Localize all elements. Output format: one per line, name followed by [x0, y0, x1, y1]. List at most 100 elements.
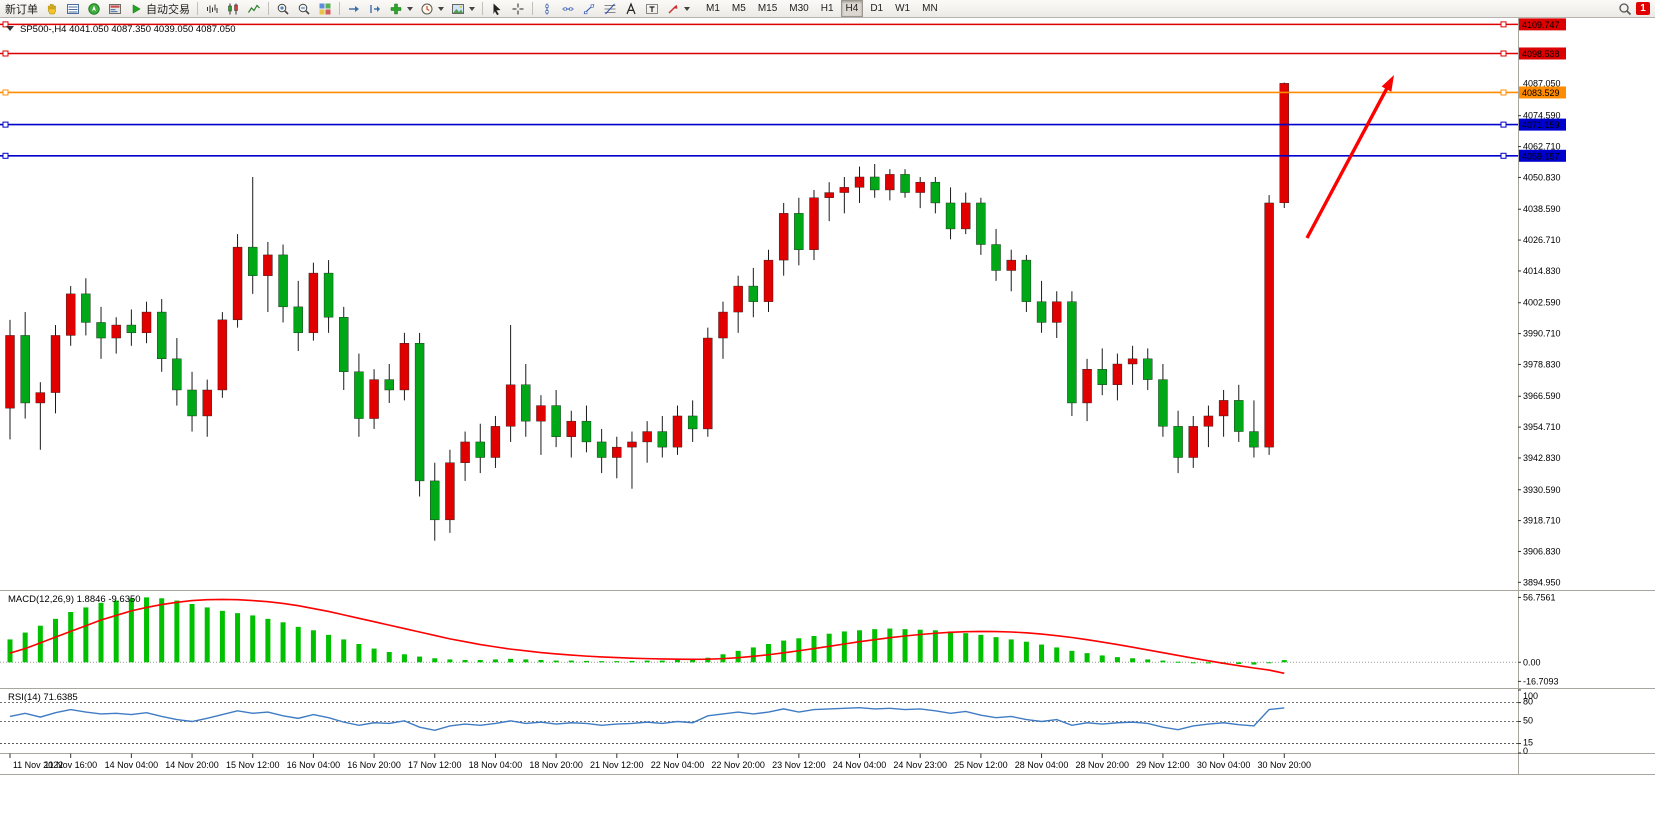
timeframe-group: M1 M5 M15 M30 H1 H4 D1 W1 MN [700, 0, 944, 17]
label-tool-button[interactable] [642, 1, 662, 17]
hline-handle[interactable] [2, 121, 9, 128]
svg-text:21 Nov 12:00: 21 Nov 12:00 [590, 760, 644, 770]
toolbar-separator [482, 2, 483, 15]
hand-icon [47, 3, 56, 14]
cursor-icon [493, 3, 501, 15]
trendline-icon [583, 3, 595, 14]
fibonacci-tool-button[interactable] [600, 1, 620, 17]
symbol-dropdown-icon[interactable] [6, 26, 14, 31]
svg-text:3942.830: 3942.830 [1523, 453, 1561, 463]
hline-handle[interactable] [2, 89, 9, 96]
timeframe-m1-button[interactable]: M1 [706, 3, 720, 14]
new-order-button[interactable]: 新订单 [2, 1, 41, 17]
navigator-icon [88, 2, 100, 15]
bar-chart-mode-button[interactable] [202, 1, 222, 17]
svg-text:17 Nov 12:00: 17 Nov 12:00 [408, 760, 462, 770]
template-image-icon [452, 3, 464, 14]
indicators-plus-icon [390, 3, 402, 14]
timeframe-mn-button[interactable]: MN [922, 3, 938, 14]
text-a-icon [626, 1, 636, 14]
svg-text:18 Nov 04:00: 18 Nov 04:00 [469, 760, 523, 770]
terminal-button[interactable] [105, 1, 125, 17]
hline-handle[interactable] [1500, 21, 1507, 28]
text-tool-button[interactable] [621, 1, 641, 17]
timeframe-m30-button[interactable]: M30 [789, 3, 809, 14]
svg-text:25 Nov 12:00: 25 Nov 12:00 [954, 760, 1008, 770]
svg-text:15 Nov 12:00: 15 Nov 12:00 [226, 760, 280, 770]
templates-button[interactable] [448, 1, 478, 17]
search-button[interactable] [1615, 1, 1635, 17]
timeframe-w1-button[interactable]: W1 [895, 3, 911, 14]
chevron-down-icon [684, 6, 690, 11]
cursor-tool-button[interactable] [487, 1, 507, 17]
tile-windows-button[interactable] [315, 1, 335, 17]
hline-handle[interactable] [1500, 50, 1507, 57]
svg-text:3918.710: 3918.710 [1523, 516, 1561, 526]
toolbar-separator [532, 2, 533, 15]
crosshair-tool-button[interactable] [508, 1, 528, 17]
auto-scroll-button[interactable] [344, 1, 364, 17]
candlestick-mode-button[interactable] [223, 1, 243, 17]
svg-text:14 Nov 20:00: 14 Nov 20:00 [165, 760, 219, 770]
hline-handle[interactable] [1500, 152, 1507, 159]
timeframe-h1-button[interactable]: H1 [820, 3, 834, 14]
line-chart-mode-button[interactable] [244, 1, 264, 17]
hline-handle[interactable] [1500, 89, 1507, 96]
svg-text:4026.710: 4026.710 [1523, 235, 1561, 245]
hline-handle[interactable] [2, 21, 9, 28]
svg-text:4109.747: 4109.747 [1522, 20, 1560, 30]
svg-text:3894.950: 3894.950 [1523, 577, 1561, 587]
indicators-button[interactable] [386, 1, 416, 17]
search-icon [1619, 2, 1632, 15]
chart-shift-button[interactable] [365, 1, 385, 17]
zoom-in-icon [277, 3, 289, 15]
price-scale: 4074.590 4062.710 4050.830 4038.590 4026.710… [1518, 18, 1566, 587]
horizontal-line-tool-button[interactable] [558, 1, 578, 17]
navigator-button[interactable] [84, 1, 104, 17]
hline-handle[interactable] [2, 152, 9, 159]
svg-text:29 Nov 12:00: 29 Nov 12:00 [1136, 760, 1190, 770]
svg-text:11 Nov 2022: 11 Nov 2022 [13, 760, 63, 770]
chart-window: 4074.590 4062.710 4050.830 4038.590 4026.710… [0, 18, 1655, 822]
market-watch-button[interactable] [63, 1, 83, 17]
svg-text:3906.830: 3906.830 [1523, 546, 1561, 556]
toolbar-separator [268, 2, 269, 15]
hline-handle[interactable] [2, 50, 9, 57]
hline-handle[interactable] [1500, 121, 1507, 128]
chevron-down-icon [438, 6, 444, 11]
auto-trading-button[interactable]: 自动交易 [126, 1, 193, 17]
arrow-shape-icon [668, 4, 678, 14]
timeframe-m15-button[interactable]: M15 [757, 3, 778, 14]
svg-text:3978.830: 3978.830 [1523, 359, 1561, 369]
candlestick-icon [228, 3, 238, 14]
horizontal-line-icon [562, 7, 574, 11]
arrows-tool-button[interactable] [663, 1, 693, 17]
toolbar: 新订单 自动交易 [0, 0, 1655, 18]
timeframe-h4-button[interactable]: H4 [840, 0, 864, 17]
svg-text:80: 80 [1523, 697, 1533, 707]
hand-cursor-button[interactable] [42, 1, 62, 17]
vertical-line-tool-button[interactable] [537, 1, 557, 17]
timeframe-m5-button[interactable]: M5 [731, 3, 746, 14]
svg-text:4071.159: 4071.159 [1522, 120, 1560, 130]
svg-text:4050.830: 4050.830 [1523, 172, 1561, 182]
crosshair-icon [512, 3, 524, 14]
svg-text:23 Nov 12:00: 23 Nov 12:00 [772, 760, 826, 770]
timeframe-d1-button[interactable]: D1 [870, 3, 884, 14]
periods-button[interactable] [417, 1, 447, 17]
svg-text:16 Nov 20:00: 16 Nov 20:00 [347, 760, 401, 770]
trendline-tool-button[interactable] [579, 1, 599, 17]
auto-trading-label: 自动交易 [146, 3, 190, 16]
svg-text:3954.710: 3954.710 [1523, 422, 1561, 432]
svg-text:22 Nov 20:00: 22 Nov 20:00 [711, 760, 765, 770]
chart-canvas[interactable]: 4074.590 4062.710 4050.830 4038.590 4026.710… [0, 18, 1655, 822]
svg-text:28 Nov 20:00: 28 Nov 20:00 [1075, 760, 1129, 770]
zoom-in-button[interactable] [273, 1, 293, 17]
macd-indicator-label: MACD(12,26,9) 1.8846 -9.6350 [8, 594, 141, 605]
zoom-out-button[interactable] [294, 1, 314, 17]
trend-arrow-annotation[interactable] [1305, 75, 1394, 239]
svg-text:3990.710: 3990.710 [1523, 329, 1561, 339]
notification-badge[interactable]: 1 [1636, 2, 1650, 15]
